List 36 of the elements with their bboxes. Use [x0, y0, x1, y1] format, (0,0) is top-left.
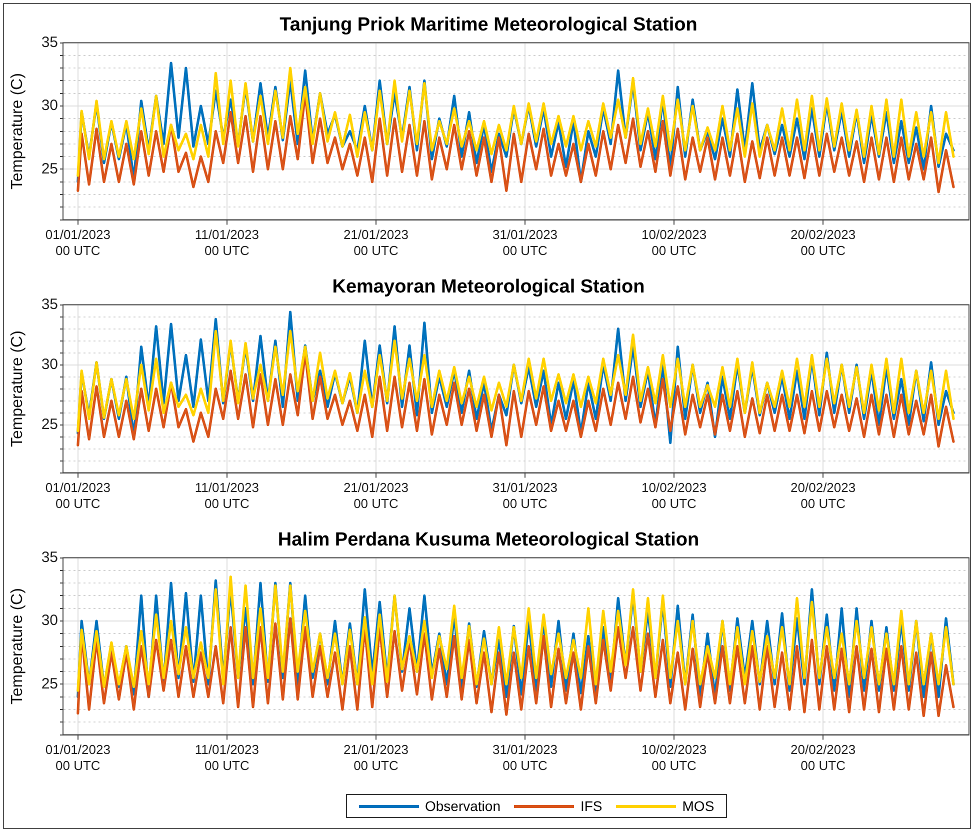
x-tick-label: 10/02/2023 00 UTC: [642, 742, 707, 773]
legend-label: MOS: [682, 798, 714, 814]
y-tick-label: 30: [41, 97, 58, 114]
x-tick-label: 20/02/2023 00 UTC: [790, 227, 856, 258]
x-tick-label: 01/01/2023 00 UTC: [45, 480, 110, 511]
legend-label: IFS: [580, 798, 602, 814]
y-axis-title: Temperature (C): [9, 73, 26, 190]
y-axis-title: Temperature (C): [9, 330, 26, 448]
x-tick-label: 20/02/2023 00 UTC: [790, 742, 856, 773]
x-tick-label: 21/01/2023 00 UTC: [343, 742, 409, 773]
x-tick-label: 20/02/2023 00 UTC: [790, 480, 856, 511]
x-tick-label: 10/02/2023 00 UTC: [642, 227, 707, 258]
y-tick-label: 25: [41, 675, 58, 692]
x-tick-label: 31/01/2023 00 UTC: [492, 742, 558, 773]
x-tick-label: 31/01/2023 00 UTC: [492, 227, 558, 258]
y-tick-label: 25: [41, 416, 58, 433]
chart-title: Halim Perdana Kusuma Meteorological Station: [278, 530, 700, 551]
chart-title: Tanjung Priok Maritime Meteorological Station: [280, 14, 698, 36]
y-tick-label: 25: [41, 160, 58, 178]
y-tick-label: 35: [41, 34, 58, 51]
y-tick-label: 35: [41, 548, 58, 566]
y-tick-label: 35: [41, 296, 58, 313]
legend-label: Observation: [425, 798, 500, 814]
x-tick-label: 21/01/2023 00 UTC: [343, 227, 409, 258]
chart-title: Kemayoran Meteorological Station: [332, 276, 645, 298]
x-tick-label: 31/01/2023 00 UTC: [492, 480, 558, 511]
y-tick-label: 30: [41, 612, 58, 630]
x-tick-label: 01/01/2023 00 UTC: [45, 227, 110, 258]
y-tick-label: 30: [41, 356, 58, 373]
y-axis-title: Temperature (C): [9, 588, 26, 705]
x-tick-label: 21/01/2023 00 UTC: [343, 480, 409, 511]
x-tick-label: 11/01/2023 00 UTC: [194, 480, 259, 511]
x-tick-label: 10/02/2023 00 UTC: [642, 480, 707, 511]
x-tick-label: 11/01/2023 00 UTC: [194, 742, 259, 773]
x-tick-label: 01/01/2023 00 UTC: [45, 742, 110, 773]
x-tick-label: 11/01/2023 00 UTC: [194, 227, 259, 258]
